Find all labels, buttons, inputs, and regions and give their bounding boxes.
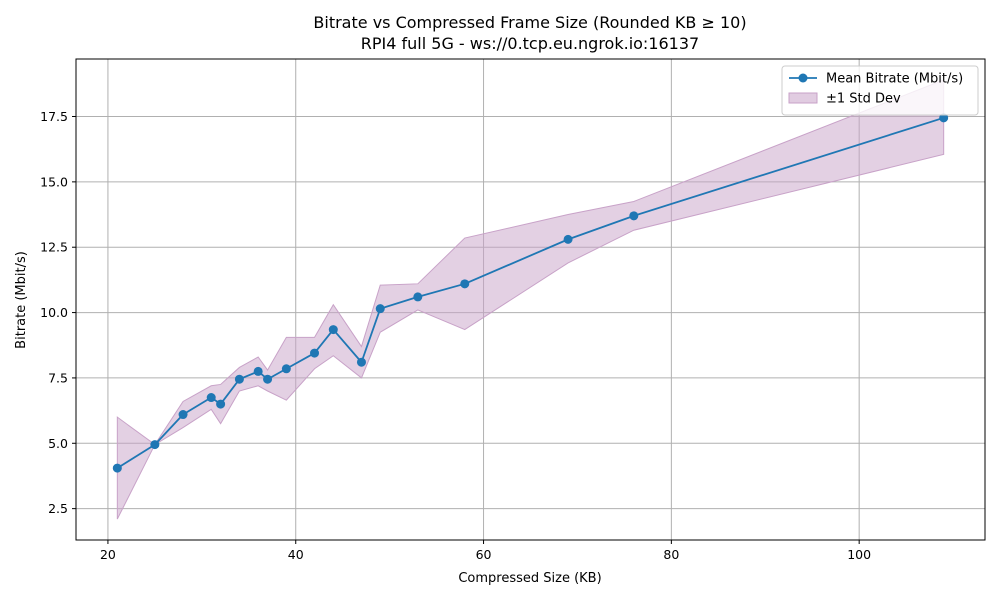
legend-label-mean: Mean Bitrate (Mbit/s) — [826, 72, 963, 87]
mean-bitrate-point — [206, 393, 216, 403]
mean-markers-layer — [112, 113, 949, 473]
mean-bitrate-point — [281, 364, 291, 374]
y-axis-label: Bitrate (Mbit/s) — [14, 251, 29, 349]
y-axis-ticks: 2.5 5.0 7.5 10.0 12.5 15.0 17.5 — [40, 109, 76, 516]
mean-bitrate-point — [413, 292, 423, 302]
mean-bitrate-point — [112, 463, 122, 473]
mean-bitrate-point — [563, 234, 573, 244]
mean-bitrate-point — [629, 211, 639, 221]
mean-line-layer — [116, 116, 944, 469]
mean-bitrate-point — [939, 113, 949, 123]
legend: Mean Bitrate (Mbit/s) ±1 Std Dev — [781, 65, 979, 116]
mean-bitrate-point — [216, 399, 226, 409]
grid — [76, 59, 985, 540]
x-tick-label: 80 — [663, 547, 679, 562]
x-tick-label: 60 — [476, 547, 492, 562]
x-tick-label: 100 — [847, 547, 871, 562]
std-dev-band-layer — [116, 79, 945, 520]
x-tick-label: 40 — [288, 547, 304, 562]
y-tick-label: 15.0 — [40, 174, 68, 189]
std-dev-band — [116, 79, 945, 520]
mean-bitrate-point — [356, 357, 366, 367]
legend-band-swatch — [788, 92, 818, 104]
mean-bitrate-point — [375, 304, 385, 314]
x-axis-ticks: 20 40 60 80 100 — [100, 540, 871, 562]
chart-subtitle: RPI4 full 5G - ws://0.tcp.eu.ngrok.io:16… — [361, 34, 699, 53]
mean-bitrate-point — [234, 374, 244, 384]
mean-bitrate-point — [253, 366, 263, 376]
legend-box — [781, 65, 979, 116]
chart-title: Bitrate vs Compressed Frame Size (Rounde… — [313, 13, 746, 32]
y-tick-label: 2.5 — [48, 501, 68, 516]
mean-bitrate-point — [178, 410, 188, 420]
mean-bitrate-point — [310, 348, 320, 358]
legend-marker-swatch — [798, 73, 808, 83]
mean-bitrate-point — [328, 325, 338, 335]
mean-bitrate-point — [263, 374, 273, 384]
legend-label-std-dev: ±1 Std Dev — [826, 92, 901, 107]
mean-bitrate-line — [116, 116, 944, 469]
mean-bitrate-point — [150, 440, 160, 450]
y-tick-label: 5.0 — [48, 436, 68, 451]
mean-bitrate-point — [460, 279, 470, 289]
y-tick-label: 7.5 — [48, 370, 68, 385]
y-tick-label: 17.5 — [40, 109, 68, 124]
y-tick-label: 10.0 — [40, 305, 68, 320]
plot-area-frame — [75, 58, 986, 541]
y-tick-label: 12.5 — [40, 240, 68, 255]
x-axis-label: Compressed Size (KB) — [458, 571, 601, 586]
x-tick-label: 20 — [100, 547, 116, 562]
